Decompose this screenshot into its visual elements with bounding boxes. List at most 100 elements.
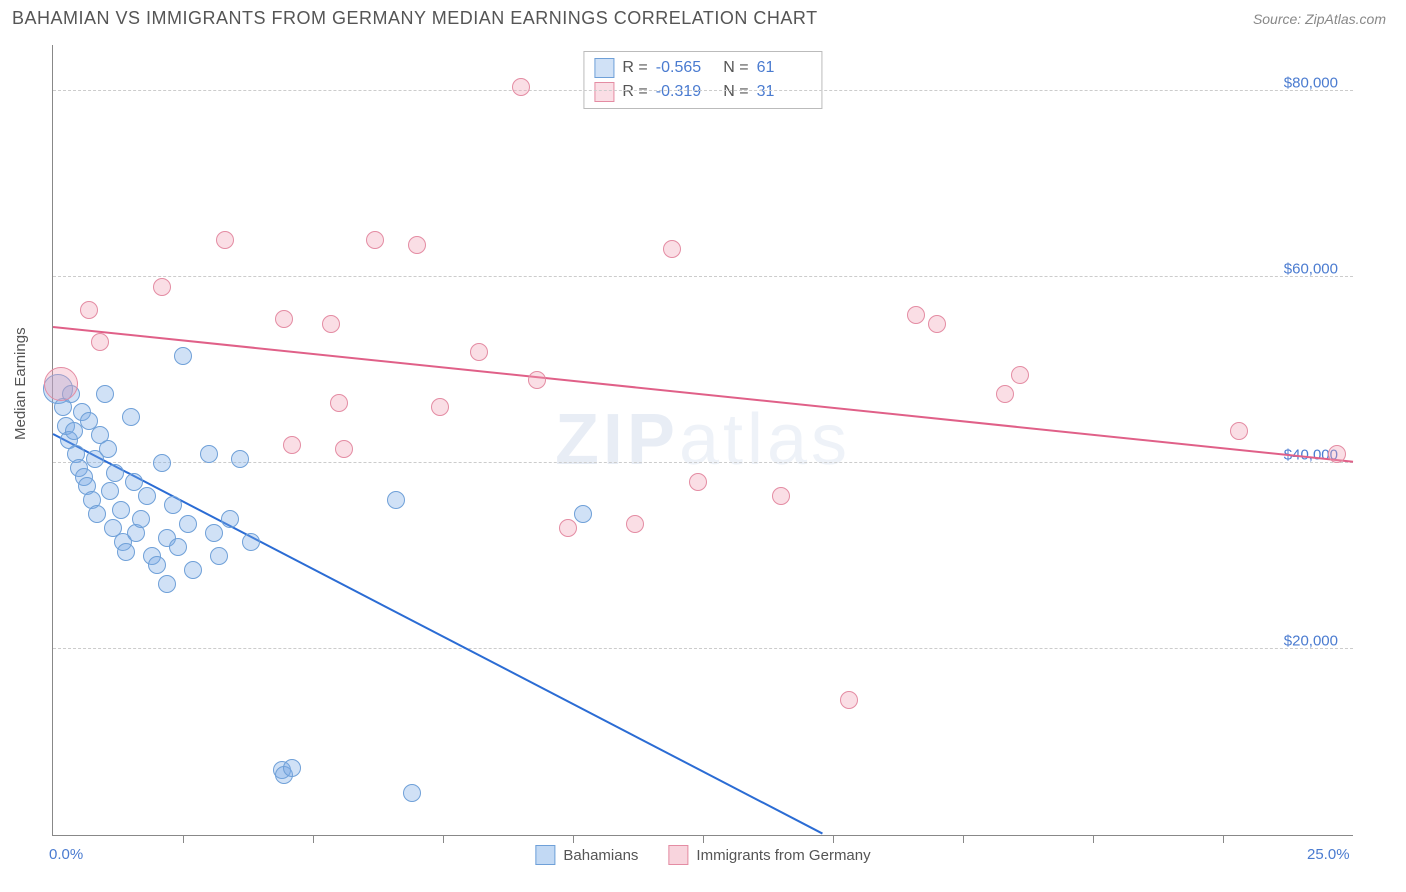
data-point <box>330 394 348 412</box>
data-point <box>153 454 171 472</box>
legend-swatch <box>668 845 688 865</box>
data-point <box>200 445 218 463</box>
x-tick <box>1223 835 1224 843</box>
n-label: N = <box>719 59 749 77</box>
data-point <box>179 515 197 533</box>
x-tick-label: 0.0% <box>49 846 83 863</box>
chart-title: BAHAMIAN VS IMMIGRANTS FROM GERMANY MEDI… <box>12 8 818 29</box>
stats-row: R = -0.319 N = 31 <box>594 80 811 104</box>
data-point <box>663 240 681 258</box>
data-point <box>928 315 946 333</box>
data-point <box>275 310 293 328</box>
legend-label: Immigrants from Germany <box>696 847 870 864</box>
data-point <box>117 543 135 561</box>
data-point <box>158 575 176 593</box>
data-point <box>231 450 249 468</box>
data-point <box>403 784 421 802</box>
x-tick <box>833 835 834 843</box>
gridline <box>53 276 1353 277</box>
data-point <box>431 398 449 416</box>
legend-item: Immigrants from Germany <box>668 845 870 865</box>
watermark: ZIPatlas <box>555 399 851 481</box>
n-value: 61 <box>757 59 812 77</box>
series-swatch <box>594 58 614 78</box>
trend-line <box>53 326 1353 463</box>
data-point <box>112 501 130 519</box>
data-point <box>88 505 106 523</box>
data-point <box>528 371 546 389</box>
data-point <box>1011 366 1029 384</box>
source-label: Source: ZipAtlas.com <box>1253 11 1386 27</box>
legend: Bahamians Immigrants from Germany <box>535 845 870 865</box>
series-swatch <box>594 82 614 102</box>
n-value: 31 <box>757 83 812 101</box>
x-tick <box>183 835 184 843</box>
data-point <box>470 343 488 361</box>
x-tick-label: 25.0% <box>1307 846 1350 863</box>
data-point <box>44 367 78 401</box>
r-value: -0.565 <box>656 59 711 77</box>
data-point <box>907 306 925 324</box>
x-tick <box>1093 835 1094 843</box>
data-point <box>408 236 426 254</box>
r-label: R = <box>622 59 647 77</box>
data-point <box>1328 445 1346 463</box>
x-tick <box>443 835 444 843</box>
data-point <box>221 510 239 528</box>
data-point <box>574 505 592 523</box>
legend-item: Bahamians <box>535 845 638 865</box>
y-tick-label: $20,000 <box>1284 633 1338 650</box>
legend-label: Bahamians <box>563 847 638 864</box>
trend-line <box>53 433 824 834</box>
y-tick-label: $80,000 <box>1284 75 1338 92</box>
x-tick <box>313 835 314 843</box>
data-point <box>169 538 187 556</box>
x-tick <box>703 835 704 843</box>
r-value: -0.319 <box>656 83 711 101</box>
data-point <box>283 759 301 777</box>
n-label: N = <box>719 83 749 101</box>
data-point <box>205 524 223 542</box>
data-point <box>840 691 858 709</box>
data-point <box>91 333 109 351</box>
data-point <box>148 556 166 574</box>
data-point <box>1230 422 1248 440</box>
data-point <box>132 510 150 528</box>
data-point <box>96 385 114 403</box>
data-point <box>138 487 156 505</box>
legend-swatch <box>535 845 555 865</box>
data-point <box>101 482 119 500</box>
data-point <box>387 491 405 509</box>
data-point <box>996 385 1014 403</box>
y-tick-label: $60,000 <box>1284 261 1338 278</box>
data-point <box>366 231 384 249</box>
data-point <box>210 547 228 565</box>
data-point <box>164 496 182 514</box>
gridline <box>53 90 1353 91</box>
data-point <box>174 347 192 365</box>
data-point <box>122 408 140 426</box>
data-point <box>335 440 353 458</box>
data-point <box>322 315 340 333</box>
stats-row: R = -0.565 N = 61 <box>594 56 811 80</box>
data-point <box>689 473 707 491</box>
correlation-stats-box: R = -0.565 N = 61 R = -0.319 N = 31 <box>583 51 822 109</box>
r-label: R = <box>622 83 647 101</box>
data-point <box>153 278 171 296</box>
y-axis-label: Median Earnings <box>12 327 29 440</box>
data-point <box>242 533 260 551</box>
data-point <box>99 440 117 458</box>
data-point <box>512 78 530 96</box>
gridline <box>53 648 1353 649</box>
data-point <box>80 301 98 319</box>
data-point <box>772 487 790 505</box>
data-point <box>283 436 301 454</box>
data-point <box>559 519 577 537</box>
x-tick <box>573 835 574 843</box>
data-point <box>184 561 202 579</box>
data-point <box>626 515 644 533</box>
x-tick <box>963 835 964 843</box>
scatter-chart: ZIPatlas R =-0.565 N =61R =-0.319 N =31 … <box>52 45 1353 836</box>
data-point <box>216 231 234 249</box>
data-point <box>106 464 124 482</box>
